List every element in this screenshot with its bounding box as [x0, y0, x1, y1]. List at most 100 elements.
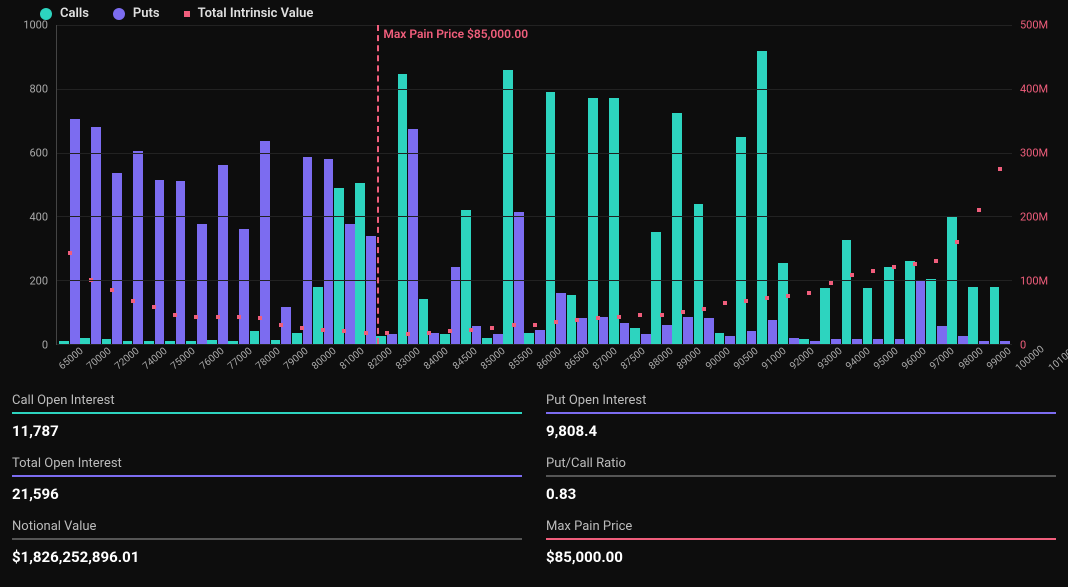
put-bar [239, 229, 249, 344]
intrinsic-point [237, 315, 241, 319]
bar-slot[interactable] [714, 25, 735, 344]
bar-slot[interactable] [566, 25, 587, 344]
intrinsic-point [279, 323, 283, 327]
intrinsic-point [427, 331, 431, 335]
intrinsic-point [744, 299, 748, 303]
put-bar [535, 330, 545, 344]
legend-intrinsic-label: Total Intrinsic Value [198, 6, 314, 21]
bar-slot[interactable] [820, 25, 841, 344]
stat-card: Max Pain Price$85,000.00 [546, 513, 1056, 576]
stat-value: 0.83 [546, 485, 1056, 503]
stat-value: 11,787 [12, 422, 522, 440]
intrinsic-point [448, 329, 452, 333]
bar-slot[interactable] [228, 25, 249, 344]
bar-slot[interactable] [80, 25, 101, 344]
y-right-tick: 200M [1016, 211, 1060, 224]
bar-slot[interactable] [397, 25, 418, 344]
call-bar [250, 331, 260, 344]
intrinsic-point [892, 265, 896, 269]
bar-slot[interactable] [841, 25, 862, 344]
stat-card: Notional Value$1,826,252,896.01 [12, 513, 522, 576]
put-bar [641, 334, 651, 344]
bar-slot[interactable] [186, 25, 207, 344]
bar-slot[interactable] [144, 25, 165, 344]
call-bar [398, 74, 408, 344]
intrinsic-point [871, 269, 875, 273]
gridline [57, 153, 1012, 154]
bar-slot[interactable] [524, 25, 545, 344]
put-bar [155, 180, 165, 344]
bar-slot[interactable] [270, 25, 291, 344]
stat-card: Put/Call Ratio0.83 [546, 450, 1056, 513]
legend-intrinsic[interactable]: Total Intrinsic Value [184, 6, 314, 21]
bar-slot[interactable] [609, 25, 630, 344]
bar-slot[interactable] [672, 25, 693, 344]
call-bar [313, 287, 323, 344]
put-bar [303, 157, 313, 344]
put-bar [916, 280, 926, 344]
chart: 02004006008001000 0100M200M300M400M500M … [8, 25, 1060, 375]
y-right-tick: 300M [1016, 147, 1060, 160]
bar-slot[interactable] [249, 25, 270, 344]
bar-slot[interactable] [736, 25, 757, 344]
bar-slot[interactable] [334, 25, 355, 344]
intrinsic-point [723, 301, 727, 305]
bar-slot[interactable] [968, 25, 989, 344]
bar-slot[interactable] [482, 25, 503, 344]
stat-card: Put Open Interest9,808.4 [546, 387, 1056, 450]
bar-slot[interactable] [59, 25, 80, 344]
intrinsic-point [575, 318, 579, 322]
bar-slot[interactable] [418, 25, 439, 344]
bar-slot[interactable] [799, 25, 820, 344]
bar-slot[interactable] [355, 25, 376, 344]
intrinsic-point [955, 240, 959, 244]
bar-slot[interactable] [883, 25, 904, 344]
intrinsic-point [406, 332, 410, 336]
intrinsic-point [152, 305, 156, 309]
call-bar [694, 204, 704, 344]
intrinsic-point [258, 316, 262, 320]
bar-slot[interactable] [545, 25, 566, 344]
call-bar [905, 261, 915, 344]
bar-slot[interactable] [778, 25, 799, 344]
stat-label: Notional Value [12, 519, 522, 540]
call-bar [842, 240, 852, 344]
bar-slot[interactable] [905, 25, 926, 344]
bar-slot[interactable] [122, 25, 143, 344]
bar-slot[interactable] [947, 25, 968, 344]
intrinsic-point [173, 313, 177, 317]
y-left-tick: 0 [8, 339, 52, 352]
bar-slot[interactable] [651, 25, 672, 344]
bar-slot[interactable] [461, 25, 482, 344]
bar-slot[interactable] [207, 25, 228, 344]
bar-slot[interactable] [101, 25, 122, 344]
puts-swatch-icon [113, 8, 125, 20]
bar-slot[interactable] [693, 25, 714, 344]
bar-slot[interactable] [588, 25, 609, 344]
bar-slot[interactable] [757, 25, 778, 344]
put-bar [324, 159, 334, 344]
intrinsic-point [469, 328, 473, 332]
y-left-tick: 400 [8, 211, 52, 224]
intrinsic-point [807, 291, 811, 295]
intrinsic-point [110, 288, 114, 292]
bar-slot[interactable] [292, 25, 313, 344]
bar-slot[interactable] [313, 25, 334, 344]
bar-slot[interactable] [503, 25, 524, 344]
call-bar [820, 288, 830, 344]
bar-slot[interactable] [989, 25, 1010, 344]
y-left-tick: 200 [8, 275, 52, 288]
bar-slot[interactable] [630, 25, 651, 344]
intrinsic-point [321, 328, 325, 332]
call-bar [355, 183, 365, 344]
put-bar [747, 331, 757, 344]
bar-slot[interactable] [165, 25, 186, 344]
bar-slot[interactable] [862, 25, 883, 344]
legend-puts[interactable]: Puts [113, 6, 160, 21]
call-bar [926, 279, 936, 344]
call-bar [968, 287, 978, 344]
bar-slot[interactable] [926, 25, 947, 344]
put-bar [704, 318, 714, 344]
intrinsic-point [681, 310, 685, 314]
bar-slot[interactable] [440, 25, 461, 344]
